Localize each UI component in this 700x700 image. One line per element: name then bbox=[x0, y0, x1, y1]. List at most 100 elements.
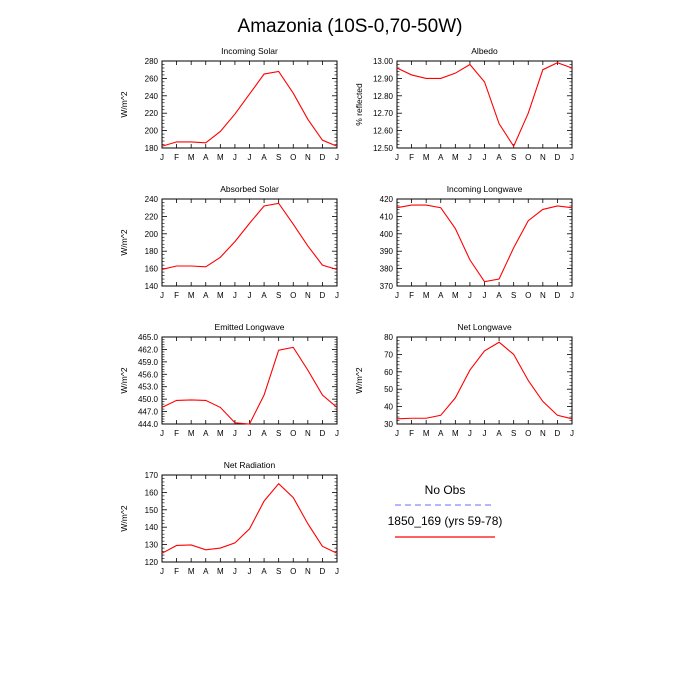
plot-frame bbox=[161, 474, 338, 563]
y-tick-label: 456.0 bbox=[138, 370, 159, 379]
y-axis-label: % reflected bbox=[354, 83, 364, 126]
x-tick-label: O bbox=[290, 429, 296, 438]
x-tick-label: J bbox=[468, 291, 472, 300]
x-tick-label: F bbox=[174, 567, 179, 576]
y-tick-label: 420 bbox=[380, 195, 394, 204]
legend-model-label: 1850_169 (yrs 59-78) bbox=[388, 514, 503, 528]
x-tick-label: M bbox=[423, 291, 430, 300]
y-tick-label: 400 bbox=[380, 230, 394, 239]
x-tick-label: S bbox=[276, 567, 281, 576]
y-tick-label: 150 bbox=[145, 506, 159, 515]
x-tick-label: M bbox=[217, 153, 224, 162]
x-tick-label: S bbox=[511, 429, 516, 438]
legend: No Obs 1850_169 (yrs 59-78) bbox=[388, 483, 503, 538]
x-tick-label: A bbox=[261, 291, 267, 300]
x-tick-label: F bbox=[409, 429, 414, 438]
y-tick-label: 160 bbox=[145, 265, 159, 274]
y-tick-label: 200 bbox=[145, 230, 159, 239]
y-tick-label: 453.0 bbox=[138, 383, 159, 392]
x-tick-label: J bbox=[248, 153, 252, 162]
x-tick-label: M bbox=[217, 291, 224, 300]
x-tick-label: A bbox=[438, 291, 444, 300]
plot-frame bbox=[396, 60, 573, 149]
x-tick-label: M bbox=[188, 429, 195, 438]
y-axis-label: W/m^2 bbox=[119, 91, 129, 117]
y-tick-label: 410 bbox=[380, 212, 394, 221]
x-tick-label: J bbox=[468, 429, 472, 438]
legend-obs-label: No Obs bbox=[425, 483, 466, 497]
y-tick-label: 12.70 bbox=[373, 109, 394, 118]
x-tick-label: J bbox=[570, 291, 574, 300]
x-tick-label: A bbox=[496, 291, 502, 300]
y-tick-label: 50 bbox=[384, 385, 393, 394]
y-tick-label: 450.0 bbox=[138, 395, 159, 404]
x-tick-label: J bbox=[160, 153, 164, 162]
x-tick-label: D bbox=[320, 429, 326, 438]
x-tick-label: N bbox=[305, 429, 311, 438]
y-axis-label: W/m^2 bbox=[119, 367, 129, 393]
x-tick-label: S bbox=[276, 153, 281, 162]
x-tick-label: F bbox=[174, 153, 179, 162]
series-line bbox=[161, 202, 338, 271]
panel-title: Net Radiation bbox=[224, 460, 276, 470]
x-tick-label: J bbox=[468, 153, 472, 162]
y-tick-label: 12.50 bbox=[373, 144, 394, 153]
x-tick-label: A bbox=[203, 429, 209, 438]
x-tick-label: J bbox=[248, 291, 252, 300]
y-tick-label: 70 bbox=[384, 350, 393, 359]
panel-title: Emitted Longwave bbox=[215, 322, 285, 332]
y-tick-label: 13.00 bbox=[373, 57, 394, 66]
x-tick-label: A bbox=[203, 153, 209, 162]
x-tick-label: F bbox=[409, 291, 414, 300]
y-axis-label: W/m^2 bbox=[119, 505, 129, 531]
x-tick-label: S bbox=[276, 291, 281, 300]
x-tick-label: A bbox=[261, 153, 267, 162]
y-tick-label: 380 bbox=[380, 265, 394, 274]
series-line bbox=[161, 482, 338, 554]
x-tick-label: S bbox=[276, 429, 281, 438]
x-tick-label: N bbox=[305, 153, 311, 162]
x-tick-label: F bbox=[409, 153, 414, 162]
y-tick-label: 180 bbox=[145, 144, 159, 153]
x-tick-label: A bbox=[261, 429, 267, 438]
plot-frame bbox=[161, 60, 338, 149]
x-tick-label: J bbox=[335, 429, 339, 438]
y-tick-label: 459.0 bbox=[138, 358, 159, 367]
series-line bbox=[396, 62, 573, 148]
panel-title: Absorbed Solar bbox=[220, 184, 279, 194]
y-tick-label: 240 bbox=[145, 195, 159, 204]
x-tick-label: M bbox=[188, 153, 195, 162]
x-tick-label: M bbox=[452, 153, 459, 162]
x-tick-label: A bbox=[438, 429, 444, 438]
x-tick-label: N bbox=[540, 429, 546, 438]
plot-frame bbox=[396, 198, 573, 287]
x-tick-label: J bbox=[335, 153, 339, 162]
y-tick-label: 465.0 bbox=[138, 333, 159, 342]
x-tick-label: J bbox=[160, 291, 164, 300]
x-tick-label: J bbox=[233, 429, 237, 438]
plot-frame bbox=[161, 198, 338, 287]
x-tick-label: J bbox=[335, 567, 339, 576]
x-tick-label: J bbox=[248, 429, 252, 438]
x-tick-label: A bbox=[203, 291, 209, 300]
y-tick-label: 180 bbox=[145, 247, 159, 256]
x-tick-label: D bbox=[555, 429, 561, 438]
x-tick-label: J bbox=[395, 429, 399, 438]
y-tick-label: 130 bbox=[145, 541, 159, 550]
panel-title: Albedo bbox=[471, 46, 498, 56]
x-tick-label: A bbox=[203, 567, 209, 576]
x-tick-label: D bbox=[555, 153, 561, 162]
y-tick-label: 462.0 bbox=[138, 345, 159, 354]
x-tick-label: J bbox=[395, 153, 399, 162]
series-line bbox=[396, 341, 573, 420]
x-tick-label: F bbox=[174, 291, 179, 300]
y-tick-label: 370 bbox=[380, 282, 394, 291]
x-tick-label: D bbox=[320, 567, 326, 576]
plot-frame bbox=[396, 336, 573, 425]
